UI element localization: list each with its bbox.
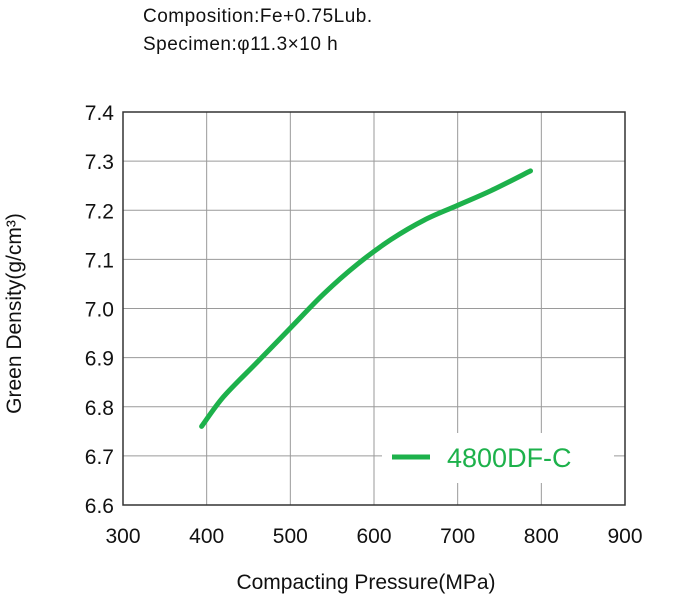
grid xyxy=(123,112,625,505)
x-tick-labels: 300 400 500 600 700 800 900 xyxy=(105,525,642,548)
series-line-4800df-c xyxy=(199,168,533,429)
composition-note: Composition:Fe+0.75Lub. xyxy=(143,6,373,27)
y-tick-label: 6.7 xyxy=(85,446,114,469)
x-tick-label: 500 xyxy=(273,525,308,548)
specimen-note: Specimen:φ11.3×10 h xyxy=(143,34,339,55)
y-tick-label: 6.6 xyxy=(85,495,114,518)
y-tick-label: 7.2 xyxy=(85,200,114,223)
y-tick-label: 7.1 xyxy=(85,249,114,272)
x-tick-label: 700 xyxy=(440,525,475,548)
y-tick-label: 7.4 xyxy=(85,102,115,125)
y-tick-label: 7.0 xyxy=(85,299,114,322)
plot-frame xyxy=(122,111,626,506)
y-tick-label: 6.8 xyxy=(85,397,114,420)
y-tick-label: 7.3 xyxy=(85,151,114,174)
y-axis-title: Green Density(g/cm³) xyxy=(3,213,26,414)
x-tick-label: 800 xyxy=(524,525,559,548)
x-tick-label: 900 xyxy=(607,525,642,548)
x-axis-title: Compacting Pressure(MPa) xyxy=(236,571,495,594)
legend-label: 4800DF-C xyxy=(447,443,572,473)
x-tick-label: 600 xyxy=(356,525,391,548)
x-tick-label: 300 xyxy=(105,525,140,548)
x-tick-label: 400 xyxy=(189,525,224,548)
y-tick-labels: 6.6 6.7 6.8 6.9 7.0 7.1 7.2 7.3 7.4 xyxy=(85,102,115,518)
y-tick-label: 6.9 xyxy=(85,348,114,371)
